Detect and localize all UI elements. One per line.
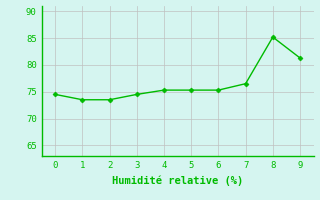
X-axis label: Humidité relative (%): Humidité relative (%) — [112, 175, 243, 186]
